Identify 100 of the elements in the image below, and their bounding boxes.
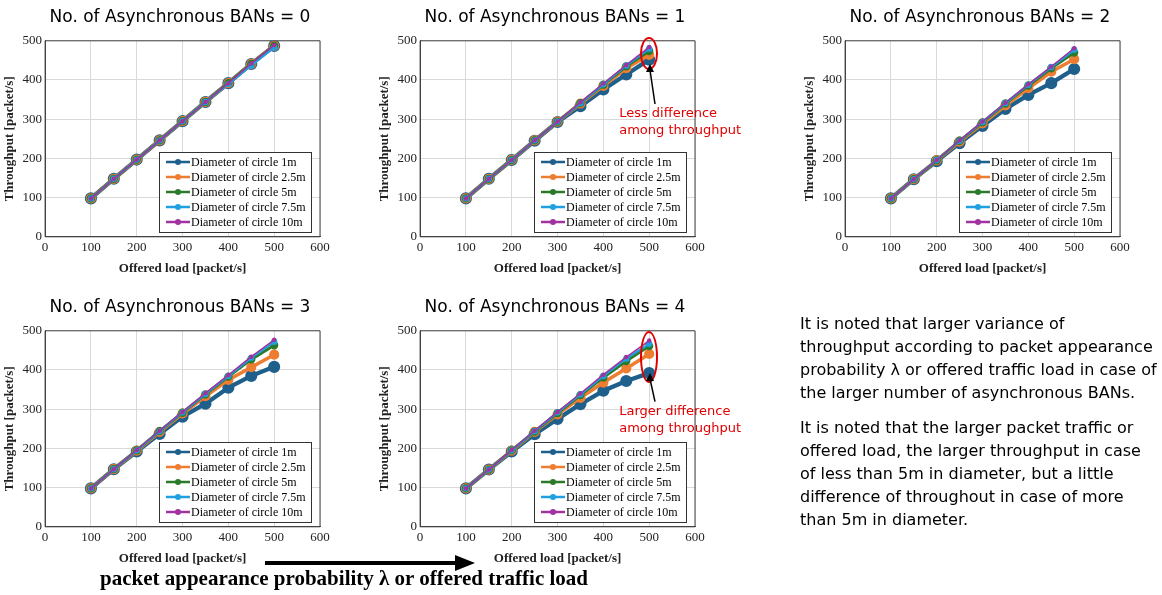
legend-label: Diameter of circle 2.5m (566, 169, 681, 185)
chart-title: No. of Asynchronous BANs = 1 (423, 6, 687, 26)
y-tick-label: 500 (397, 32, 418, 48)
y-tick-label: 0 (35, 228, 43, 244)
x-tick-label: 200 (501, 529, 522, 545)
y-tick-label: 0 (410, 228, 418, 244)
x-tick-label: 100 (456, 239, 476, 255)
y-tick-label: 400 (822, 71, 843, 87)
legend-label: Diameter of circle 10m (991, 214, 1103, 230)
x-tick-label: 400 (218, 239, 239, 255)
y-tick-label: 400 (397, 361, 418, 377)
y-tick-label: 0 (835, 228, 843, 244)
legend-label: Diameter of circle 7.5m (191, 199, 306, 215)
y-tick-label: 300 (397, 110, 418, 126)
x-tick-label: 600 (685, 529, 705, 545)
y-tick-label: 400 (22, 71, 43, 87)
x-tick-label: 100 (81, 239, 101, 255)
legend-label: Diameter of circle 5m (991, 184, 1097, 200)
x-axis-title: Offered load [packet/s] (118, 259, 247, 275)
legend-label: Diameter of circle 2.5m (566, 459, 681, 475)
y-tick-label: 200 (22, 439, 43, 455)
legend-label: Diameter of circle 2.5m (191, 459, 306, 475)
x-tick-label: 100 (881, 239, 901, 255)
y-tick-label: 500 (22, 322, 43, 338)
x-tick-label: 400 (1018, 239, 1039, 255)
legend-label: Diameter of circle 1m (566, 444, 672, 460)
x-tick-label: 400 (593, 529, 614, 545)
y-axis-title: Throughput [packet/s] (1, 76, 17, 202)
x-tick-label: 600 (685, 239, 705, 255)
legend-label: Diameter of circle 2.5m (991, 169, 1106, 185)
chart-title: No. of Asynchronous BANs = 0 (48, 6, 312, 26)
y-axis-title: Throughput [packet/s] (376, 366, 392, 492)
x-tick-label: 100 (81, 529, 101, 545)
y-tick-label: 200 (397, 439, 418, 455)
text: packet appearance probability λ or offered traffic load (100, 566, 589, 591)
y-axis-title: Throughput [packet/s] (801, 76, 817, 202)
chart-title: No. of Asynchronous BANs = 4 (423, 296, 687, 316)
text: It is noted that larger variance of throughput according to packet appearance probability λ or offered traffic load in case of the larger number of asynchronous BANs. (800, 313, 1158, 404)
y-tick-label: 100 (22, 189, 43, 205)
text: It is noted that the larger packet traffic or offered load, the larger throughput in case of less than 5m in diameter, but a little difference of throughout in case of more than 5m in diameter. (800, 417, 1142, 531)
annotation: Less difference among throughput (619, 104, 743, 139)
y-tick-label: 400 (22, 361, 43, 377)
y-tick-label: 0 (410, 518, 418, 534)
y-tick-label: 200 (822, 149, 843, 165)
x-tick-label: 200 (126, 239, 147, 255)
x-tick-label: 300 (547, 529, 568, 545)
legend-label: Diameter of circle 5m (191, 474, 297, 490)
y-tick-label: 100 (22, 479, 43, 495)
legend-label: Diameter of circle 10m (566, 214, 678, 230)
y-tick-label: 100 (397, 189, 418, 205)
y-tick-label: 200 (22, 149, 43, 165)
x-tick-label: 200 (126, 529, 147, 545)
legend-label: Diameter of circle 7.5m (566, 489, 681, 505)
x-tick-label: 500 (639, 239, 659, 255)
chart-title: No. of Asynchronous BANs = 2 (848, 6, 1112, 26)
legend-label: Diameter of circle 1m (191, 444, 297, 460)
legend-label: Diameter of circle 7.5m (991, 199, 1106, 215)
x-tick-label: 300 (547, 239, 568, 255)
y-tick-label: 500 (397, 322, 418, 338)
x-tick-label: 400 (593, 239, 614, 255)
y-tick-label: 300 (22, 400, 43, 416)
y-tick-label: 100 (822, 189, 843, 205)
x-axis-title: Offered load [packet/s] (118, 549, 247, 565)
legend-label: Diameter of circle 5m (566, 184, 672, 200)
legend-label: Diameter of circle 1m (991, 154, 1097, 170)
x-axis-title: Offered load [packet/s] (918, 259, 1047, 275)
legend-label: Diameter of circle 7.5m (191, 489, 306, 505)
y-tick-label: 400 (397, 71, 418, 87)
x-tick-label: 500 (639, 529, 659, 545)
x-tick-label: 400 (218, 529, 239, 545)
x-tick-label: 200 (501, 239, 522, 255)
y-tick-label: 200 (397, 149, 418, 165)
legend-label: Diameter of circle 7.5m (566, 199, 681, 215)
x-tick-label: 600 (1110, 239, 1130, 255)
legend-label: Diameter of circle 5m (191, 184, 297, 200)
x-axis-title: Offered load [packet/s] (493, 549, 622, 565)
y-axis-title: Throughput [packet/s] (376, 76, 392, 202)
y-axis-title: Throughput [packet/s] (1, 366, 17, 492)
x-tick-label: 500 (1064, 239, 1084, 255)
x-tick-label: 300 (172, 239, 193, 255)
x-tick-label: 600 (310, 529, 330, 545)
x-tick-label: 300 (972, 239, 993, 255)
x-tick-label: 200 (926, 239, 947, 255)
y-tick-label: 500 (22, 32, 43, 48)
chart-title: No. of Asynchronous BANs = 3 (48, 296, 312, 316)
legend-label: Diameter of circle 1m (191, 154, 297, 170)
legend-label: Diameter of circle 1m (566, 154, 672, 170)
legend-label: Diameter of circle 10m (191, 504, 303, 520)
x-tick-label: 600 (310, 239, 330, 255)
annotation: Larger difference among throughput (619, 401, 743, 436)
y-tick-label: 0 (35, 518, 43, 534)
y-tick-label: 500 (822, 32, 843, 48)
y-tick-label: 300 (22, 110, 43, 126)
legend-label: Diameter of circle 10m (191, 214, 303, 230)
y-tick-label: 300 (822, 110, 843, 126)
legend-label: Diameter of circle 10m (566, 504, 678, 520)
legend-label: Diameter of circle 2.5m (191, 169, 306, 185)
x-tick-label: 100 (456, 529, 476, 545)
y-tick-label: 300 (397, 400, 418, 416)
y-tick-label: 100 (397, 479, 418, 495)
